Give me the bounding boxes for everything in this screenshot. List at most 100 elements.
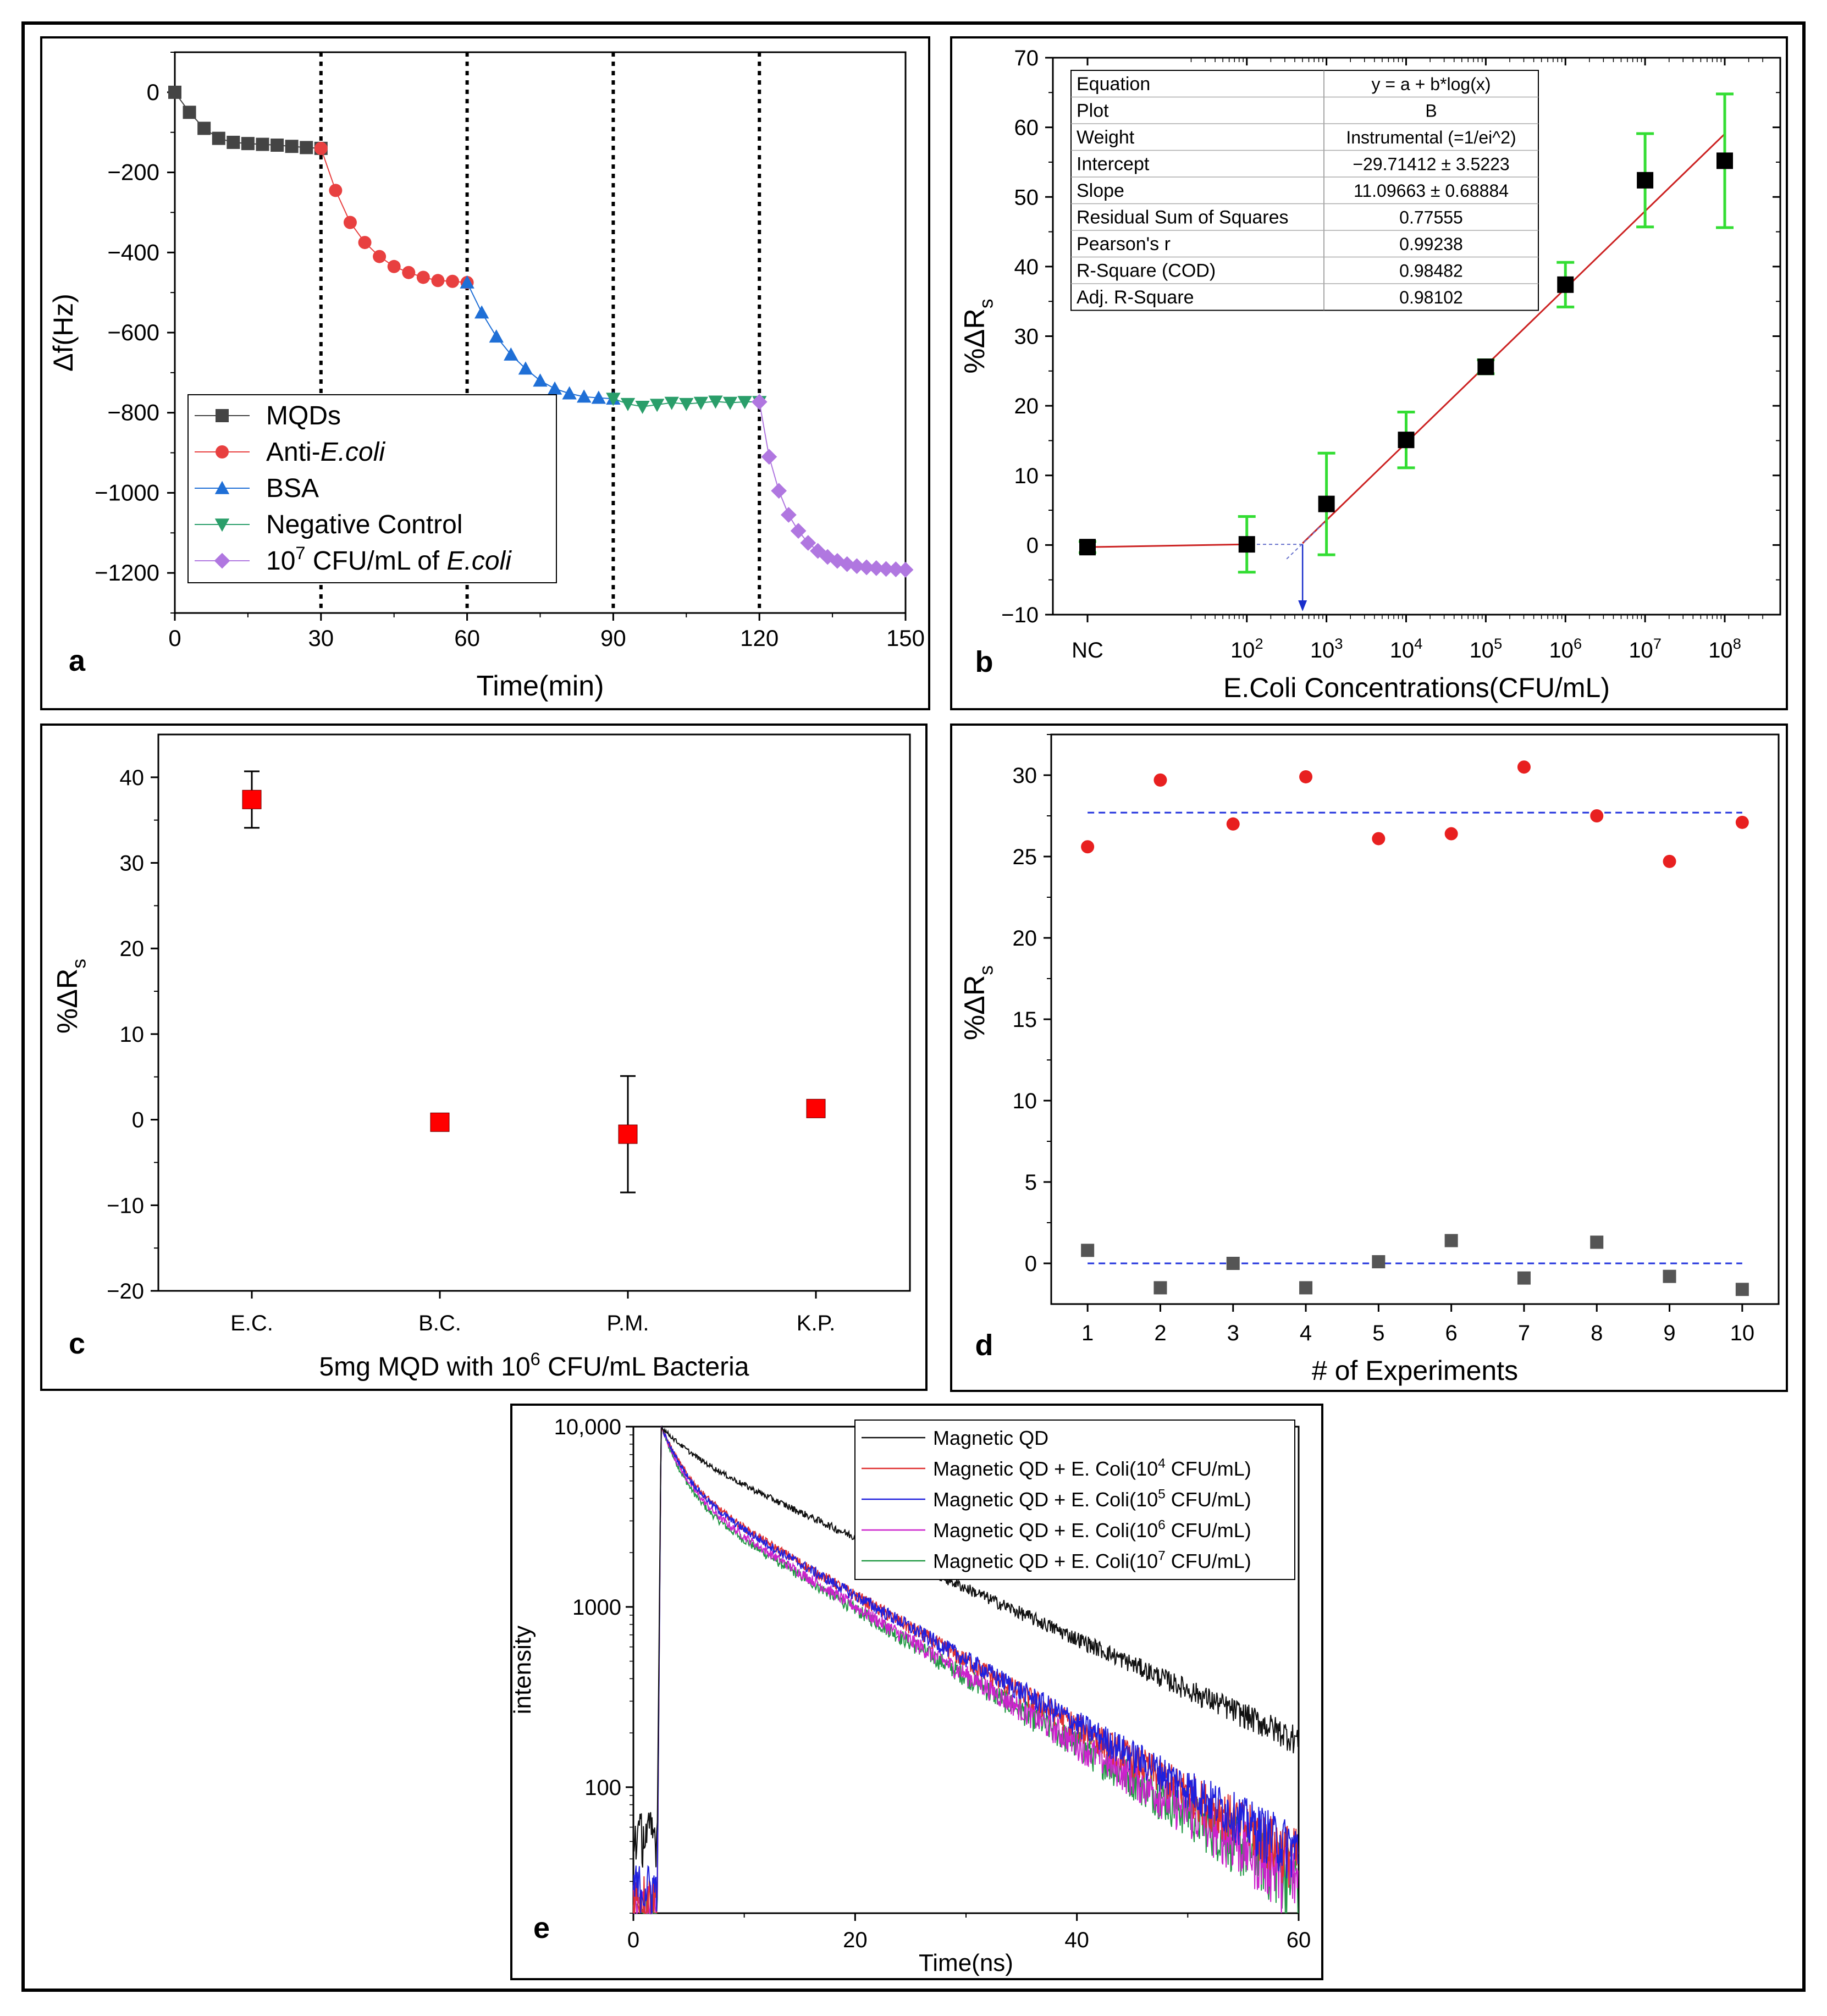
- legend-label: BSA: [266, 474, 319, 503]
- y-axis-title: %ΔRs​: [959, 299, 997, 373]
- text-part: 5mg MQD with 10: [319, 1352, 531, 1382]
- superscript: 4: [1158, 1456, 1166, 1471]
- text-part: Magnetic QD + E. Coli(10: [933, 1519, 1158, 1542]
- y-tick-label: 0: [132, 1108, 144, 1133]
- data-point: [256, 137, 269, 151]
- data-point: [1226, 817, 1240, 831]
- data-point: [878, 561, 894, 577]
- subscript: s: [976, 299, 997, 308]
- y-tick-label: 30: [1013, 764, 1037, 788]
- y-tick-label: 20: [1014, 394, 1039, 418]
- superscript: 6: [1574, 635, 1582, 652]
- data-point: [1299, 770, 1313, 783]
- text-part: 10: [1629, 638, 1653, 662]
- x-tick-label: K.P.: [797, 1311, 835, 1335]
- fit-table-value: Instrumental (=1/ei^2): [1346, 128, 1516, 147]
- data-point: [737, 396, 752, 410]
- data-point: [314, 141, 328, 155]
- lod-dashed-extrapolation: [1286, 520, 1327, 560]
- legend-label: 107​ CFU/mL of E.coli: [266, 543, 512, 576]
- text-part: NC: [1072, 638, 1103, 662]
- data-point: [168, 85, 181, 99]
- data-point: [664, 396, 679, 410]
- legend-marker: [214, 553, 230, 569]
- y-tick-label: −20: [107, 1279, 144, 1304]
- y-tick-label: 60: [1014, 116, 1039, 140]
- data-point: [431, 274, 445, 288]
- y-tick-label: 20: [1013, 926, 1037, 951]
- x-tick-label: 104​: [1390, 635, 1423, 662]
- data-point: [858, 559, 875, 576]
- text-part: 10: [1470, 638, 1494, 662]
- fit-table-value: 11.09663 ± 0.68884: [1354, 181, 1509, 201]
- y-tick-label: −1200: [95, 560, 159, 586]
- text-part: Magnetic QD + E. Coli(10: [933, 1457, 1158, 1480]
- x-tick-label: 105​: [1470, 635, 1503, 662]
- fit-table-key: Slope: [1077, 180, 1124, 201]
- x-tick-label: 120: [740, 625, 779, 651]
- data-point: [887, 561, 904, 577]
- y-tick-label: −1000: [95, 479, 159, 505]
- x-tick-label: 60: [454, 625, 480, 651]
- fit-table-key: Pearson's r: [1077, 234, 1171, 255]
- panel-b: −10 0 10 20 30 40 50 60 70 NC 102​ 103​ 104​ 105​ 106​…: [950, 36, 1788, 710]
- x-tick-label: 9: [1663, 1321, 1675, 1345]
- data-point: [271, 139, 284, 152]
- panel-d: 0 5 10 15 20 25 30 1 2 3 4 5 6 7 8 9 10 # of Experiments%…: [950, 723, 1788, 1392]
- y-tick-label: 1000: [572, 1595, 621, 1620]
- legend-marker: [216, 409, 229, 422]
- x-tick-label: 40: [1064, 1928, 1089, 1952]
- panel-a-frame: [40, 36, 930, 710]
- data-point: [1517, 1271, 1531, 1285]
- fit-table-key: R-Square (COD): [1077, 261, 1216, 281]
- text-part: 10: [1310, 638, 1335, 662]
- x-tick-label: 107​: [1629, 635, 1662, 662]
- data-point: [839, 556, 855, 572]
- data-point: [771, 483, 787, 499]
- data-point: [504, 347, 518, 361]
- text-part: %ΔR: [959, 975, 991, 1041]
- y-tick-label: −600: [107, 319, 159, 345]
- text-part: CFU/mL Bacteria: [540, 1352, 749, 1382]
- text-part: %ΔR: [52, 969, 84, 1034]
- data-point: [1663, 1269, 1676, 1283]
- fit-table-key: Equation: [1077, 74, 1150, 95]
- panel-c-frame: [40, 723, 928, 1391]
- superscript: 7: [295, 543, 305, 563]
- fit-table-value: B: [1425, 101, 1437, 121]
- text-part: CFU/mL): [1166, 1550, 1251, 1572]
- data-point: [197, 121, 211, 135]
- x-axis-title: Time(min): [476, 670, 604, 702]
- data-point: [183, 106, 196, 119]
- data-point: [1081, 840, 1095, 854]
- x-tick-label: P.M.: [606, 1311, 649, 1335]
- data-point: [358, 236, 372, 250]
- data-point: [533, 373, 548, 387]
- text-part: 10: [1230, 638, 1255, 662]
- x-tick-label: 0: [627, 1928, 639, 1952]
- data-point: [300, 141, 313, 154]
- text-part: 10: [1549, 638, 1574, 662]
- data-point: [1372, 1255, 1386, 1269]
- y-axis-title: Δf(Hz): [48, 294, 79, 372]
- x-tick-label: 102​: [1230, 635, 1263, 662]
- x-axis-title: 5mg MQD with 106​ CFU/mL Bacteria: [319, 1349, 749, 1382]
- y-tick-label: 0: [147, 79, 159, 105]
- x-tick-label: E.C.: [230, 1311, 273, 1335]
- text-part: %ΔR: [959, 308, 991, 374]
- data-point: [1372, 832, 1386, 846]
- data-point: [1153, 1281, 1167, 1295]
- x-axis-title: # of Experiments: [1312, 1355, 1518, 1386]
- data-point: [212, 131, 225, 145]
- fit-table: [1070, 70, 1539, 311]
- data-point: [591, 390, 606, 404]
- data-point: [1079, 539, 1096, 556]
- x-tick-label: 4: [1300, 1321, 1312, 1345]
- superscript: 7: [1653, 635, 1662, 652]
- legend-marker: [214, 480, 230, 494]
- y-tick-label: −400: [107, 239, 159, 265]
- text-part: MQDs: [266, 401, 341, 430]
- data-point: [242, 789, 262, 809]
- data-point: [1444, 1234, 1458, 1247]
